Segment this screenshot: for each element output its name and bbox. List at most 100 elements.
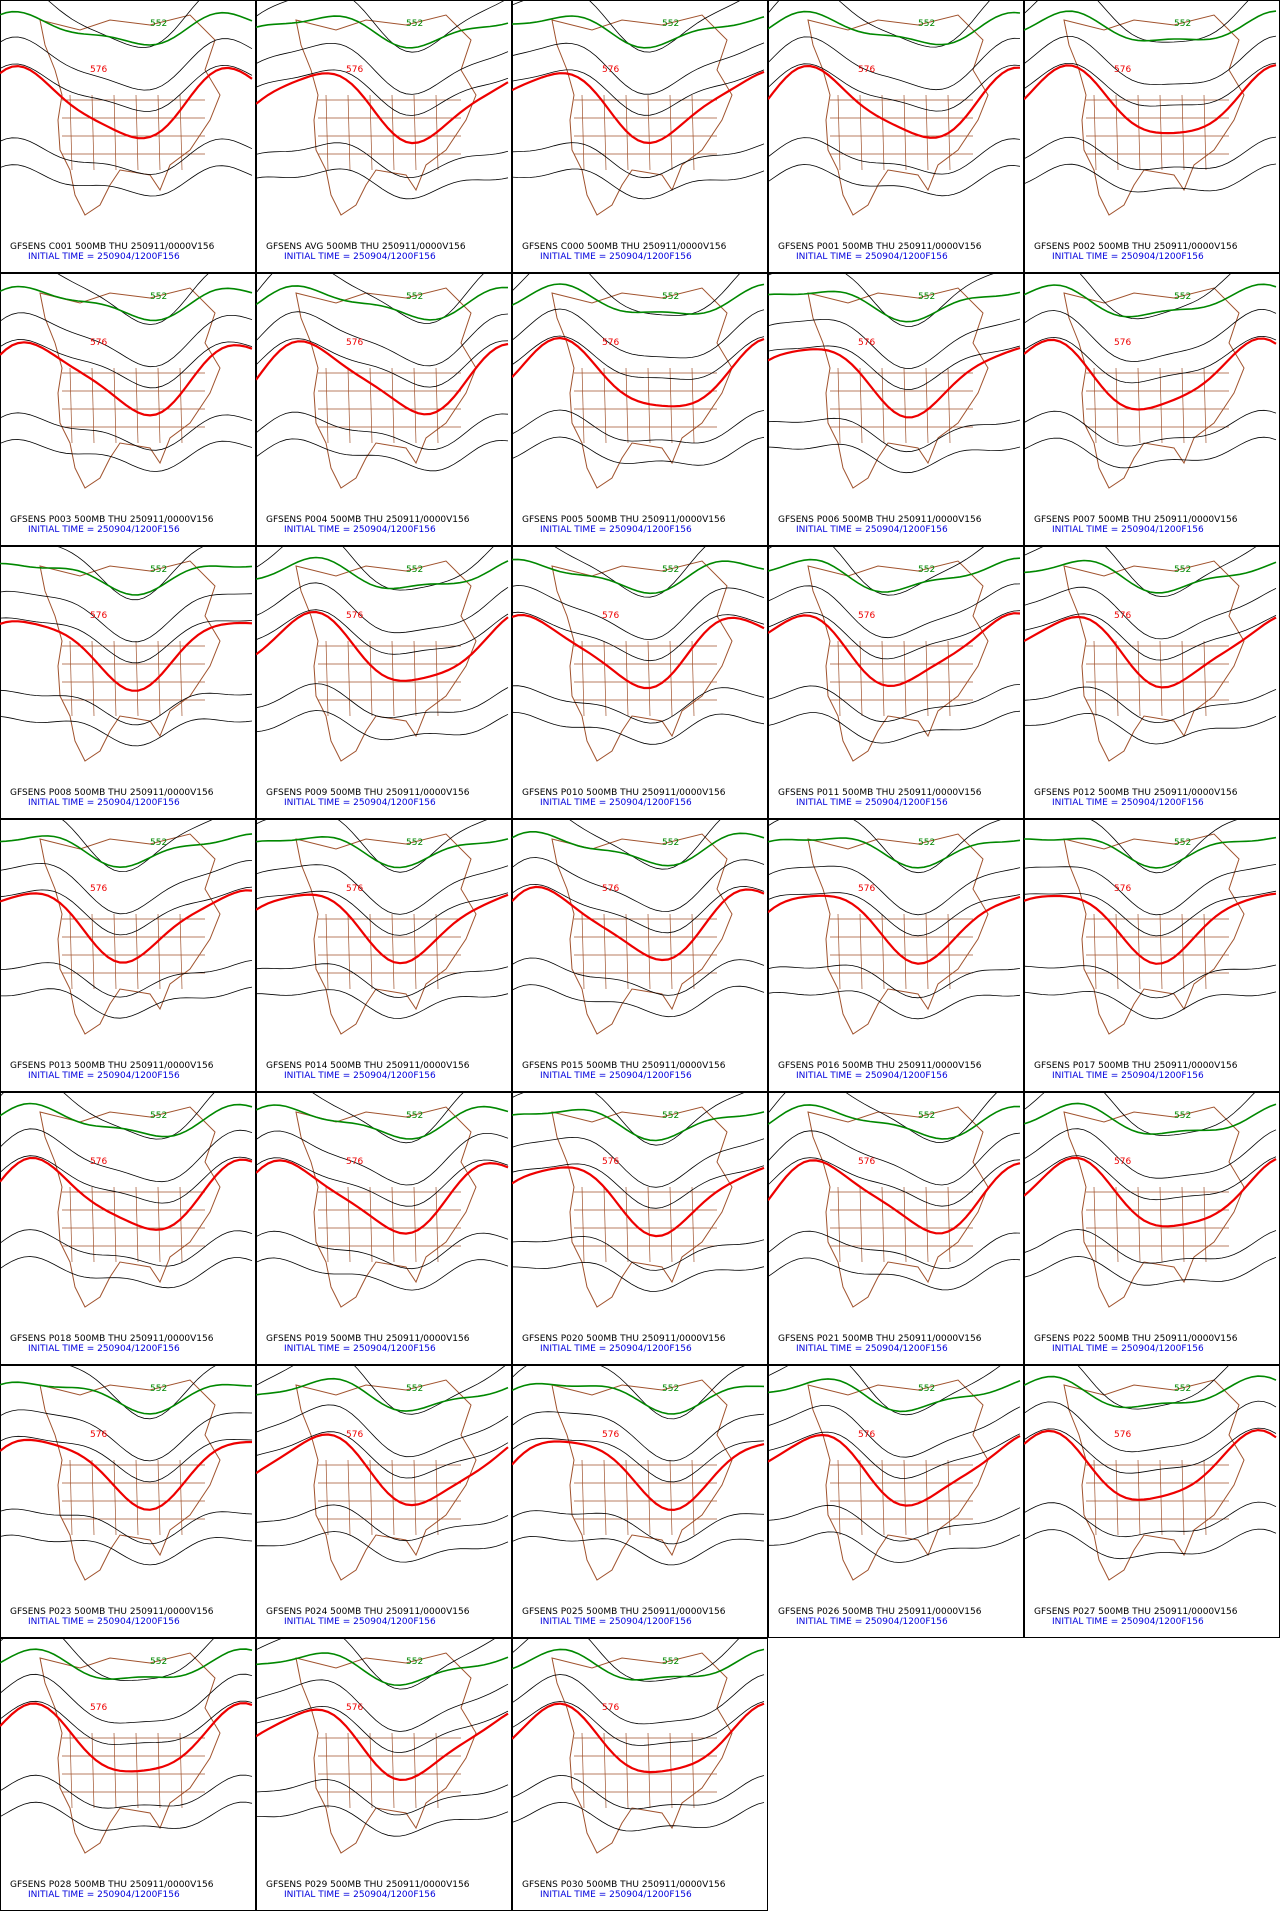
contour-label: 576 [346, 1703, 363, 1713]
border [1181, 367, 1185, 444]
border [1093, 367, 1097, 444]
panel-title: GFSENS P015 500MB THU 250911/0000V156 [522, 1061, 726, 1071]
map-panel: 576 552 GFSENS P016 500MB THU 250911/0000V… [768, 819, 1024, 1092]
border [435, 1186, 439, 1263]
height-contour [768, 164, 1021, 197]
panel-title: GFSENS P025 500MB THU 250911/0000V156 [522, 1607, 726, 1617]
state-borders [574, 1732, 717, 1809]
coastline [551, 833, 733, 1035]
border [325, 367, 329, 444]
border [647, 1186, 651, 1263]
border [625, 913, 629, 990]
contour-label: 576 [602, 1430, 619, 1440]
contour-label: 576 [346, 65, 363, 75]
height-contour [256, 1805, 509, 1837]
map-panel: 576 552 GFSENS P010 500MB THU 250911/0000V… [512, 546, 768, 819]
border [1203, 1186, 1207, 1263]
border [347, 913, 351, 990]
border [925, 913, 929, 990]
border [347, 640, 351, 717]
contour-576 [1024, 337, 1277, 411]
contour-576 [0, 64, 253, 140]
panel-border [256, 0, 512, 273]
height-contour [256, 1531, 509, 1563]
contour-label: 552 [150, 292, 167, 302]
panel-title: GFSENS P011 500MB THU 250911/0000V156 [778, 788, 982, 798]
height-contour [0, 689, 253, 726]
height-contour [768, 1405, 1021, 1458]
contour-576 [0, 341, 253, 417]
height-contour [256, 438, 509, 472]
contour-label: 576 [1114, 338, 1131, 348]
contour-576 [256, 1433, 509, 1507]
panel-title: GFSENS P028 500MB THU 250911/0000V156 [10, 1880, 214, 1890]
border [625, 367, 629, 444]
border [1137, 1186, 1141, 1263]
height-contour [256, 273, 485, 324]
panel-title: GFSENS P029 500MB THU 250911/0000V156 [266, 1880, 470, 1890]
border [581, 1186, 585, 1263]
panel-border [1024, 273, 1280, 546]
border [157, 1186, 161, 1263]
height-contour [60, 819, 215, 873]
height-contour [512, 69, 765, 116]
panel-title: GFSENS P003 500MB THU 250911/0000V156 [10, 515, 214, 525]
map-panel: 576 552 GFSENS C000 500MB THU 250911/0000V… [512, 0, 768, 273]
panel-title: GFSENS P008 500MB THU 250911/0000V156 [10, 788, 214, 798]
height-contour [1024, 35, 1277, 86]
panel-border [512, 0, 768, 273]
contour-label: 576 [1114, 884, 1131, 894]
height-contour [512, 1536, 765, 1566]
border [413, 1732, 417, 1809]
panel-time: INITIAL TIME = 250904/1200F156 [28, 798, 180, 808]
contour-label: 576 [90, 338, 107, 348]
height-contour [0, 1508, 253, 1545]
panel-time: INITIAL TIME = 250904/1200F156 [796, 798, 948, 808]
height-contour [256, 69, 509, 116]
height-contour [512, 0, 742, 53]
state-borders [318, 367, 461, 444]
map-panel: 576 552 GFSENS P018 500MB THU 250911/0000V… [0, 1092, 256, 1365]
panel-border [1024, 1365, 1280, 1638]
contour-576 [0, 620, 253, 692]
coastline [1063, 287, 1245, 489]
contour-label: 552 [1174, 1384, 1191, 1394]
height-contour [0, 339, 253, 389]
contour-552 [768, 1378, 1021, 1413]
border [603, 1459, 607, 1536]
height-contour [256, 1431, 509, 1479]
contour-label: 576 [858, 1157, 875, 1167]
border [69, 367, 73, 444]
border [413, 1459, 417, 1536]
state-borders [830, 913, 973, 990]
border [1203, 640, 1207, 717]
border [369, 640, 373, 717]
state-borders [830, 1459, 973, 1536]
panel-time: INITIAL TIME = 250904/1200F156 [796, 1617, 948, 1627]
coastline [551, 1106, 733, 1308]
height-contour [768, 1365, 1002, 1416]
border [1203, 1459, 1207, 1536]
height-contour [0, 886, 253, 936]
height-contour [768, 1431, 1021, 1479]
contour-576 [768, 1433, 1021, 1507]
coastline [1063, 1106, 1245, 1308]
border [691, 640, 695, 717]
border [691, 94, 695, 171]
state-borders [574, 1186, 717, 1263]
contour-label: 576 [602, 611, 619, 621]
contour-label: 552 [406, 565, 423, 575]
height-contour [0, 960, 253, 998]
contour-label: 552 [918, 1111, 935, 1121]
contour-label: 552 [662, 1384, 679, 1394]
height-contour [512, 335, 765, 380]
state-borders [1086, 367, 1229, 444]
contour-576 [256, 1708, 509, 1782]
border [435, 367, 439, 444]
height-contour [0, 986, 253, 1019]
height-contour [1024, 546, 1258, 598]
contour-label: 552 [662, 565, 679, 575]
contour-label: 552 [406, 1111, 423, 1121]
height-contour [768, 610, 1021, 660]
contour-label: 552 [150, 838, 167, 848]
